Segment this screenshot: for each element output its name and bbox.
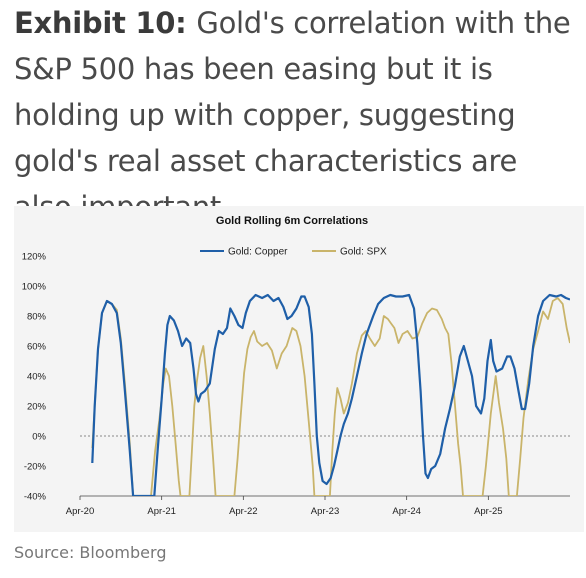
x-tick-label: Apr-25 [474, 506, 503, 517]
chart-title: Gold Rolling 6m Correlations [216, 215, 368, 227]
legend-label: Gold: Copper [228, 247, 288, 258]
correlation-chart: Gold Rolling 6m Correlations Gold: Coppe… [22, 215, 570, 517]
y-tick-label: 0% [32, 432, 46, 443]
y-tick-label: 100% [22, 282, 47, 293]
y-tick-label: 80% [27, 312, 47, 323]
y-tick-label: 40% [27, 372, 47, 383]
y-tick-label: -20% [24, 462, 47, 473]
y-tick-label: 60% [27, 342, 47, 353]
copper-series-line [91, 293, 570, 496]
y-tick-label: 20% [27, 402, 47, 413]
source-note: Source: Bloomberg [14, 543, 167, 562]
exhibit-label: Exhibit 10: [14, 6, 187, 40]
y-axis: 120% 100% 80% 60% 40% 20% 0% -20% -40% [22, 252, 570, 503]
x-tick-label: Apr-24 [392, 506, 421, 517]
y-tick-label: 120% [22, 252, 47, 263]
y-tick-label: -40% [24, 492, 47, 503]
legend-label: Gold: SPX [340, 247, 387, 258]
x-axis: Apr-20 Apr-21 Apr-22 Apr-23 Apr-24 Apr-25 [66, 495, 570, 517]
spx-series-line [91, 297, 570, 496]
plot-lines [91, 293, 570, 496]
chart-legend: Gold: Copper Gold: SPX [200, 247, 387, 258]
x-tick-label: Apr-23 [311, 506, 340, 517]
x-tick-label: Apr-21 [147, 506, 176, 517]
x-tick-label: Apr-22 [229, 506, 258, 517]
headline: Exhibit 10: Gold's correlation with the S… [14, 0, 580, 230]
chart-panel: Gold Rolling 6m Correlations Gold: Coppe… [14, 206, 584, 532]
x-tick-label: Apr-20 [66, 506, 95, 517]
